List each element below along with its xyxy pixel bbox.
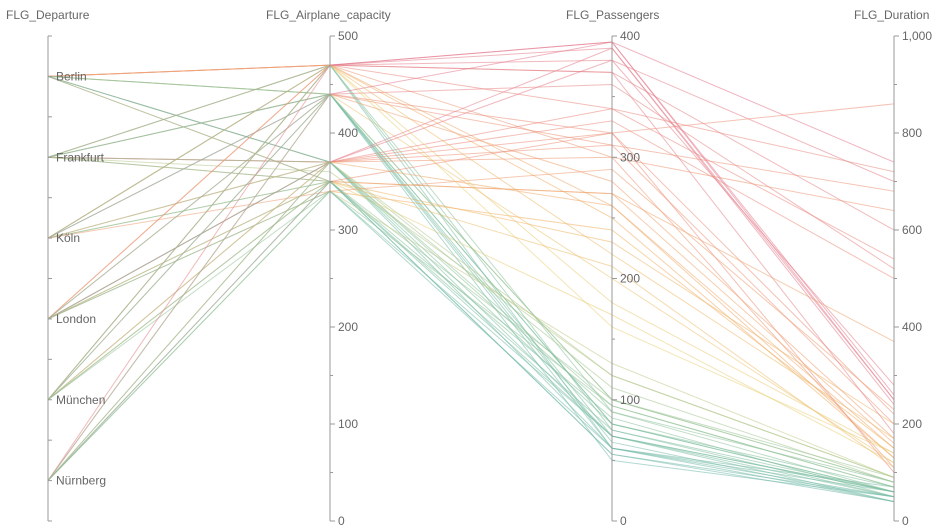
category-label: Nürnberg (56, 474, 106, 488)
tick-label: 500 (338, 29, 358, 43)
series-line (47, 161, 895, 493)
category-label: München (56, 393, 105, 407)
axis-title-airplane-capacity: FLG_Airplane_capacity (266, 8, 391, 22)
tick-label: 200 (338, 320, 358, 334)
tick-label: 400 (902, 320, 922, 334)
category-label: Köln (56, 231, 80, 245)
axis-ticks-departure: Berlin Frankfurt Köln London München Nürnberg (48, 35, 106, 522)
tick-label: 100 (338, 417, 358, 431)
series-line (47, 64, 895, 493)
series-line (47, 156, 895, 493)
series-line (47, 75, 895, 444)
series-line (47, 161, 895, 481)
series-line (47, 93, 895, 192)
category-label: Frankfurt (56, 150, 105, 164)
tick-label: 0 (902, 514, 909, 528)
axis-flg-duration: FLG_Duration 0 200 400 600 800 1,000 (854, 8, 932, 528)
series-line (47, 75, 895, 483)
series-line (47, 59, 895, 386)
series-line (47, 64, 895, 439)
data-lines (47, 41, 895, 503)
series-line (47, 180, 895, 503)
series-line (47, 120, 895, 279)
series-line (47, 161, 895, 483)
tick-label: 200 (902, 417, 922, 431)
axis-ticks-duration: 0 200 400 600 800 1,000 (894, 29, 932, 528)
series-line (47, 190, 895, 481)
series-line (47, 93, 895, 439)
axis-title-departure: FLG_Departure (6, 8, 90, 22)
series-line (47, 41, 895, 163)
series-line (47, 75, 895, 464)
series-line (47, 93, 895, 320)
series-line (47, 156, 895, 488)
series-line (47, 75, 895, 503)
series-line (47, 190, 895, 498)
series-line (47, 93, 895, 483)
series-line (47, 180, 895, 493)
tick-label: 0 (338, 514, 345, 528)
series-line (47, 161, 895, 478)
tick-label: 400 (620, 29, 640, 43)
axis-title-duration: FLG_Duration (854, 8, 929, 22)
axis-flg-departure: FLG_Departure Berlin Frankfurt Köln London M… (6, 8, 106, 522)
category-label: London (56, 312, 96, 326)
series-line (47, 180, 895, 469)
axis-ticks-airplane-capacity: 0 100 200 300 400 500 (330, 29, 358, 528)
series-line (47, 47, 895, 405)
tick-label: 600 (902, 223, 922, 237)
series-line (47, 64, 895, 481)
series-line (47, 64, 895, 468)
tick-label: 800 (902, 126, 922, 140)
category-label: Berlin (56, 69, 87, 83)
tick-label: 200 (620, 272, 640, 286)
series-line (47, 64, 895, 260)
tick-label: 300 (338, 223, 358, 237)
series-line (47, 168, 895, 410)
series-line (47, 190, 895, 488)
tick-label: 1,000 (902, 29, 932, 43)
tick-label: 100 (620, 393, 640, 407)
tick-label: 0 (620, 514, 627, 528)
series-line (47, 93, 895, 488)
series-line (47, 93, 895, 503)
axis-flg-airplane-capacity: FLG_Airplane_capacity 0 100 200 300 400 500 (266, 8, 391, 528)
tick-label: 400 (338, 126, 358, 140)
series-line (47, 190, 895, 498)
series-line (47, 180, 895, 483)
axis-ticks-passengers: 0 100 200 300 400 (612, 29, 640, 528)
axis-title-passengers: FLG_Passengers (566, 8, 659, 22)
series-line (47, 156, 895, 239)
series-line (47, 93, 895, 498)
axis-flg-passengers: FLG_Passengers 0 100 200 300 400 (566, 8, 659, 528)
tick-label: 300 (620, 150, 640, 164)
series-line (47, 64, 895, 493)
series-line (47, 93, 895, 478)
